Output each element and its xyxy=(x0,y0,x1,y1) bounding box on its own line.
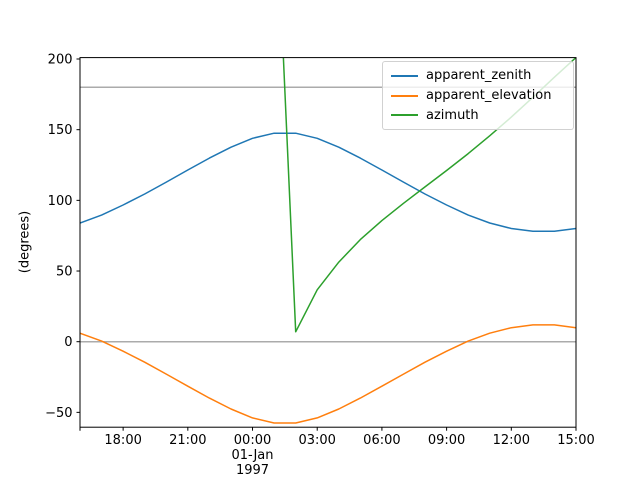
legend-item-apparent-elevation: apparent_elevation xyxy=(391,86,565,106)
x-tick-label: 00:00 xyxy=(234,433,271,448)
y-tick-label: 50 xyxy=(56,265,73,280)
legend-label-apparent-elevation: apparent_elevation xyxy=(426,88,552,103)
x-tick-label: 21:00 xyxy=(169,433,206,448)
x-tick-label: 01-Jan xyxy=(232,448,274,463)
legend-line-swatch-green xyxy=(391,114,418,117)
legend-line-swatch-blue xyxy=(391,74,418,77)
legend-item-azimuth: azimuth xyxy=(391,105,565,125)
y-tick-label: −50 xyxy=(45,406,72,421)
y-axis-label: (degrees) xyxy=(17,210,33,274)
legend-label-azimuth: azimuth xyxy=(426,107,479,123)
x-tick-label: 18:00 xyxy=(104,433,141,448)
legend-line-swatch-orange xyxy=(391,94,418,97)
y-axis: 200 150 100 50 0 −50 xyxy=(45,53,80,421)
axes-spines xyxy=(79,57,577,428)
x-tick-label: 15:00 xyxy=(557,433,594,448)
legend-item-apparent-zenith: apparent_zenith xyxy=(391,66,565,86)
x-tick-label: 06:00 xyxy=(363,433,400,448)
y-tick-label: 100 xyxy=(48,194,73,209)
y-tick-label: 200 xyxy=(48,53,73,68)
x-tick-label: 1997 xyxy=(236,463,269,478)
legend: apparent_zenith apparent_elevation azimu… xyxy=(382,61,574,130)
y-tick-label: 0 xyxy=(64,335,72,350)
y-tick-label: 150 xyxy=(48,123,73,138)
series-line-apparent_zenith xyxy=(80,132,576,233)
legend-label-apparent-zenith: apparent_zenith xyxy=(426,68,532,84)
x-tick-label: 09:00 xyxy=(428,433,465,448)
series-line-apparent_elevation xyxy=(80,324,576,424)
series-line-azimuth xyxy=(282,57,576,333)
x-tick-label: 12:00 xyxy=(493,433,530,448)
x-tick-label: 03:00 xyxy=(298,433,335,448)
